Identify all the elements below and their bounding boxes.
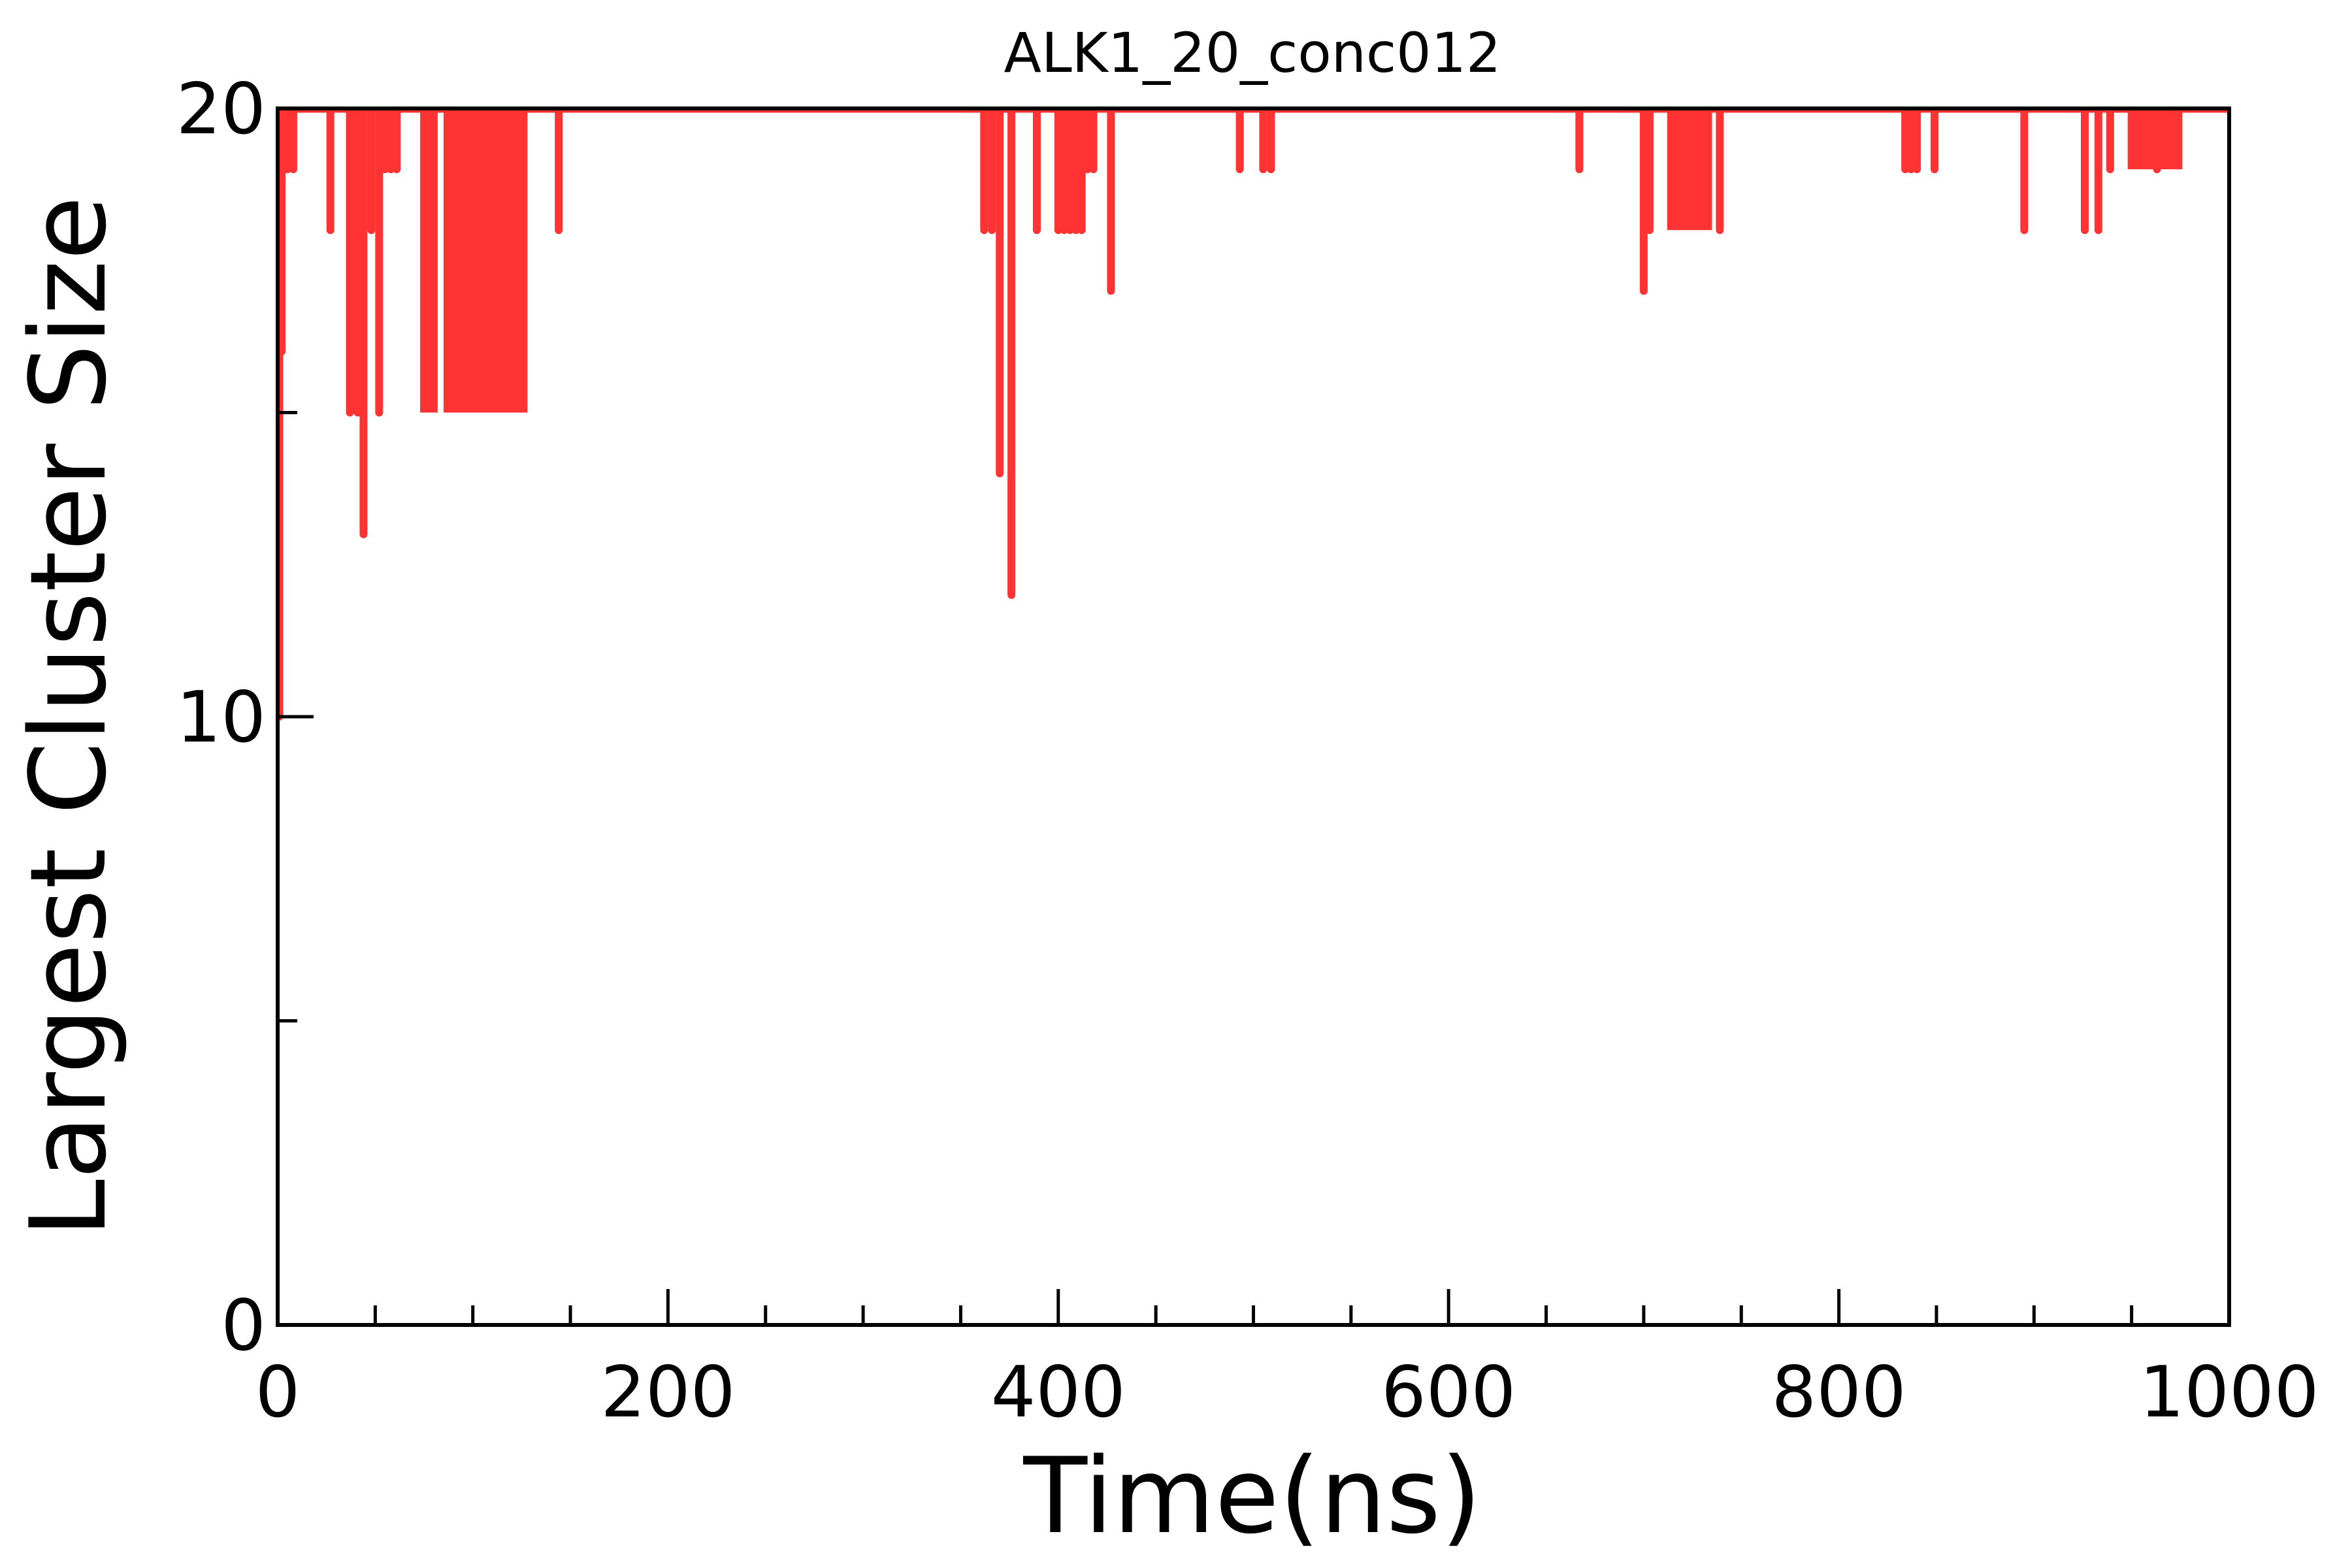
series-layer [278, 108, 2229, 721]
series-band-2 [1667, 108, 1712, 231]
y-tick-label-0: 0 [221, 1285, 266, 1367]
x-tick-label-1: 200 [600, 1352, 735, 1433]
x-tick-label-4: 800 [1772, 1352, 1906, 1433]
series-band-1 [443, 108, 528, 413]
x-tick-label-3: 600 [1381, 1352, 1516, 1433]
chart-title: ALK1_20_conc012 [1004, 21, 1501, 85]
y-tick-label-1: 10 [176, 677, 266, 759]
x-tick-label-2: 400 [991, 1352, 1126, 1433]
y-axis-label: Largest Cluster Size [7, 196, 129, 1237]
x-tick-label-5: 1000 [2140, 1352, 2319, 1433]
x-tick-label-0: 0 [255, 1352, 301, 1433]
y-tick-label-2: 20 [176, 69, 266, 150]
series-band-0 [420, 108, 438, 413]
ticks-layer: 0 200 400 600 800 1000 0 10 20 [176, 69, 2319, 1433]
plot-frame [276, 106, 2231, 1327]
x-axis-label: Time(ns) [1022, 1435, 1481, 1557]
